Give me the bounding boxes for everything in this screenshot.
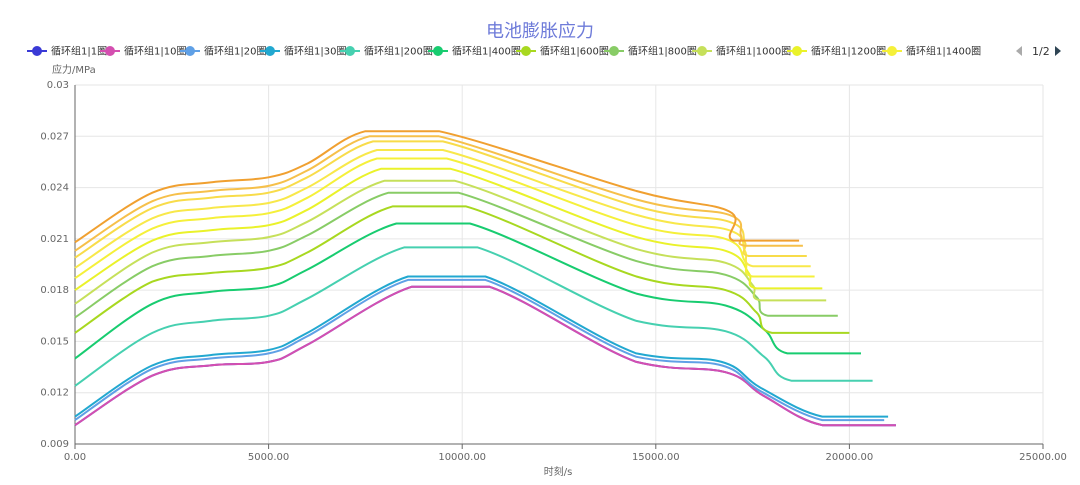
legend-marker bbox=[345, 46, 355, 56]
legend-item[interactable]: 循环组1|20圈 bbox=[180, 45, 266, 58]
legend-item[interactable]: 循环组1|30圈 bbox=[260, 45, 346, 58]
x-tick-label: 15000.00 bbox=[632, 452, 680, 463]
legend-item[interactable]: 循环组1|1圈 bbox=[27, 45, 107, 58]
legend-marker bbox=[433, 46, 443, 56]
series-line[interactable] bbox=[74, 278, 885, 422]
legend-label: 循环组1|20圈 bbox=[204, 45, 266, 58]
x-tick-label: 25000.00 bbox=[1019, 452, 1067, 463]
legend-label: 循环组1|1000圈 bbox=[716, 45, 791, 58]
legend-page-indicator: 1/2 bbox=[1032, 45, 1050, 58]
y-tick-label: 0.03 bbox=[47, 80, 69, 91]
legend-marker bbox=[792, 46, 802, 56]
axes: 0.009 0.012 0.015 0.018 0.021 0.024 0.027 0.03 0… bbox=[40, 80, 1067, 463]
legend-pager: 1/2 bbox=[1016, 45, 1061, 58]
series-line[interactable] bbox=[74, 135, 803, 252]
series-line[interactable] bbox=[74, 140, 807, 259]
y-axis-label: 应力/MPa bbox=[52, 63, 96, 76]
legend-marker bbox=[609, 46, 619, 56]
series-line[interactable] bbox=[74, 130, 800, 244]
legend-label: 循环组1|30圈 bbox=[284, 45, 346, 58]
legend-item[interactable]: 循环组1|800圈 bbox=[604, 45, 697, 58]
x-axis-label: 时刻/s bbox=[544, 465, 573, 478]
legend-item[interactable]: 循环组1|10圈 bbox=[100, 45, 186, 58]
legend-marker bbox=[697, 46, 707, 56]
legend-marker bbox=[521, 46, 531, 56]
series-line[interactable] bbox=[74, 149, 811, 269]
legend-item[interactable]: 循环组1|400圈 bbox=[428, 45, 521, 58]
y-tick-label: 0.009 bbox=[40, 439, 69, 450]
legend-label: 循环组1|200圈 bbox=[364, 45, 433, 58]
legend-label: 循环组1|400圈 bbox=[452, 45, 521, 58]
series-line[interactable] bbox=[74, 191, 838, 319]
y-tick-label: 0.021 bbox=[40, 234, 69, 245]
y-tick-label: 0.024 bbox=[40, 183, 69, 194]
legend-item[interactable]: 循环组1|1400圈 bbox=[882, 45, 981, 58]
series-line[interactable] bbox=[74, 167, 823, 291]
legend-label: 循环组1|1400圈 bbox=[906, 45, 981, 58]
legend-marker bbox=[32, 46, 42, 56]
legend-prev-icon[interactable] bbox=[1016, 46, 1022, 56]
y-tick-label: 0.027 bbox=[40, 131, 69, 142]
x-tick-label: 5000.00 bbox=[248, 452, 289, 463]
legend-marker bbox=[105, 46, 115, 56]
legend-label: 循环组1|800圈 bbox=[628, 45, 697, 58]
series-line[interactable] bbox=[74, 157, 815, 280]
legend-item[interactable]: 循环组1|1200圈 bbox=[787, 45, 886, 58]
legend: 循环组1|1圈 循环组1|10圈 循环组1|20圈 循环组1|30圈 循环组1|200圈… bbox=[27, 45, 981, 58]
y-tick-label: 0.012 bbox=[40, 388, 69, 399]
series-line[interactable] bbox=[74, 205, 850, 334]
legend-marker bbox=[265, 46, 275, 56]
legend-next-icon[interactable] bbox=[1055, 46, 1061, 56]
grid bbox=[74, 84, 1044, 445]
y-tick-label: 0.018 bbox=[40, 285, 69, 296]
series-line[interactable] bbox=[74, 179, 827, 305]
series-line[interactable] bbox=[74, 275, 889, 418]
chart-title: 电池膨胀应力 bbox=[486, 21, 594, 42]
legend-label: 循环组1|10圈 bbox=[124, 45, 186, 58]
y-tick-label: 0.015 bbox=[40, 336, 69, 347]
x-tick-label: 20000.00 bbox=[826, 452, 874, 463]
legend-item[interactable]: 循环组1|600圈 bbox=[516, 45, 609, 58]
legend-marker bbox=[185, 46, 195, 56]
legend-label: 循环组1|1200圈 bbox=[811, 45, 886, 58]
legend-item[interactable]: 循环组1|1000圈 bbox=[692, 45, 791, 58]
legend-marker bbox=[887, 46, 897, 56]
series-line[interactable] bbox=[74, 285, 896, 427]
x-tick-label: 0.00 bbox=[64, 452, 86, 463]
legend-label: 循环组1|600圈 bbox=[540, 45, 609, 58]
plot-area bbox=[74, 130, 896, 427]
x-tick-label: 10000.00 bbox=[438, 452, 486, 463]
legend-item[interactable]: 循环组1|200圈 bbox=[340, 45, 433, 58]
legend-label: 循环组1|1圈 bbox=[51, 45, 107, 58]
series-line[interactable] bbox=[74, 246, 873, 387]
